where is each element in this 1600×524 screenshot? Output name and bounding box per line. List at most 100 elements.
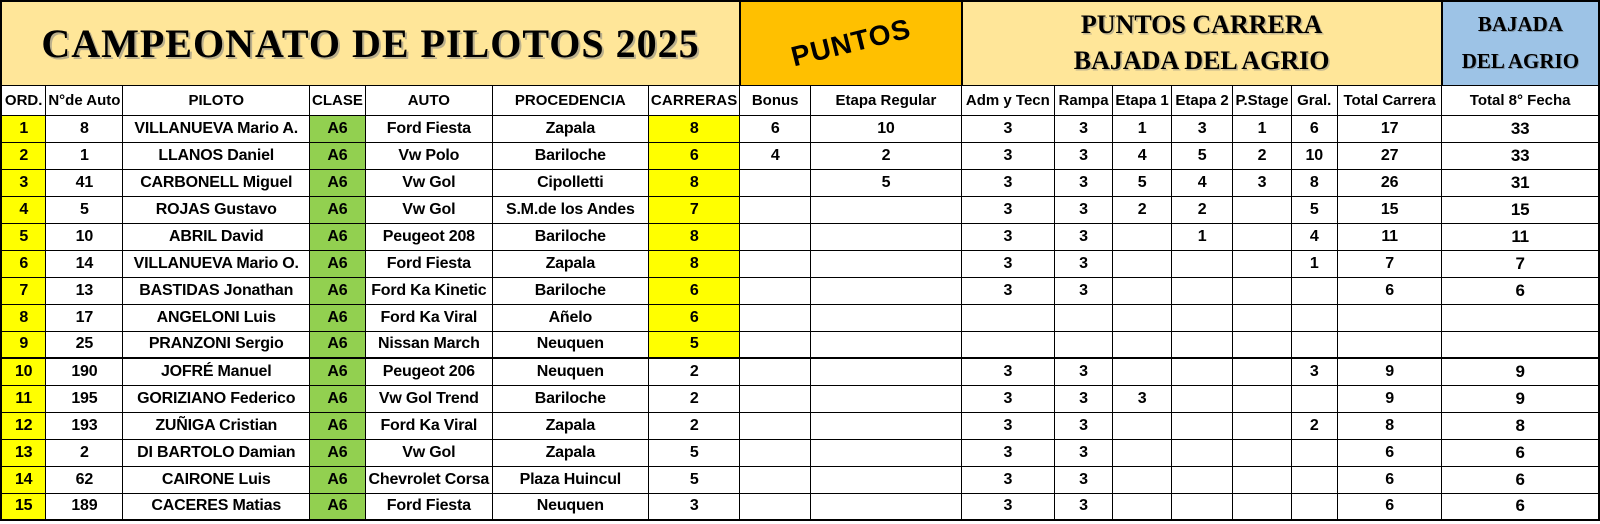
cell-ord: 13 <box>0 438 47 467</box>
cell-carreras: 8 <box>647 168 741 197</box>
cell-gral <box>1290 303 1338 332</box>
table-row: 8 17 ANGELONI Luis A6 Ford Ka Viral Añelo 6 <box>0 303 1600 332</box>
cell-p_stage <box>1232 195 1292 224</box>
cell-etapa1 <box>1112 438 1172 467</box>
cell-carreras: 2 <box>647 384 741 413</box>
cell-bonus <box>739 303 811 332</box>
table-row: 4 5 ROJAS Gustavo A6 Vw Gol S.M.de los Andes 7… <box>0 195 1600 224</box>
cell-rampa: 3 <box>1053 438 1114 467</box>
cell-procedencia: Bariloche <box>491 384 649 413</box>
cell-ord: 6 <box>0 249 47 278</box>
cell-etapa2 <box>1170 411 1234 440</box>
cell-etapa_regular: 10 <box>809 114 963 143</box>
cell-etapa2: 3 <box>1170 114 1234 143</box>
cell-auto: Ford Ka Viral <box>364 411 493 440</box>
cell-piloto: GORIZIANO Federico <box>122 384 311 413</box>
cell-clase: A6 <box>309 330 366 359</box>
table-row: 14 62 CAIRONE Luis A6 Chevrolet Corsa Plaza H… <box>0 465 1600 494</box>
cell-clase: A6 <box>309 303 366 332</box>
cell-bonus <box>739 249 811 278</box>
cell-total_fecha: 15 <box>1441 195 1600 224</box>
cell-etapa2 <box>1170 384 1234 413</box>
cell-adm_y_tecn: 3 <box>961 114 1055 143</box>
cell-piloto: ANGELONI Luis <box>122 303 311 332</box>
cell-etapa_regular <box>809 303 963 332</box>
cell-total_fecha: 6 <box>1441 492 1600 521</box>
cell-total_carrera: 9 <box>1336 384 1443 413</box>
cell-ord: 4 <box>0 195 47 224</box>
cell-etapa2 <box>1170 249 1234 278</box>
cell-gral <box>1290 276 1338 305</box>
cell-auto_num: 1 <box>45 141 124 170</box>
cell-procedencia: Zapala <box>491 411 649 440</box>
cell-carreras: 6 <box>647 303 741 332</box>
cell-carreras: 2 <box>647 411 741 440</box>
table-row: 6 14 VILLANUEVA Mario O. A6 Ford Fiesta Zapal… <box>0 249 1600 278</box>
cell-bonus <box>739 438 811 467</box>
cell-adm_y_tecn: 3 <box>961 276 1055 305</box>
cell-p_stage: 2 <box>1232 141 1292 170</box>
puntos-label: PUNTOS <box>787 12 914 73</box>
cell-gral <box>1290 438 1338 467</box>
cell-etapa_regular <box>809 330 963 359</box>
cell-clase: A6 <box>309 438 366 467</box>
puntos-section-header: PUNTOS <box>738 0 963 86</box>
cell-ord: 9 <box>0 330 47 359</box>
cell-total_carrera: 6 <box>1336 438 1443 467</box>
cell-rampa <box>1053 330 1114 359</box>
cell-clase: A6 <box>309 249 366 278</box>
cell-ord: 2 <box>0 141 47 170</box>
column-header-row: ORD. N°de Auto PILOTO CLASE AUTO PROCEDENCIA C… <box>0 84 1600 116</box>
cell-etapa_regular: 2 <box>809 141 963 170</box>
cell-etapa_regular <box>809 465 963 494</box>
cell-ord: 5 <box>0 222 47 251</box>
cell-ord: 8 <box>0 303 47 332</box>
cell-total_carrera <box>1336 303 1443 332</box>
cell-procedencia: Cipolletti <box>491 168 649 197</box>
cell-auto: Vw Gol <box>364 438 493 467</box>
cell-total_fecha <box>1441 330 1600 359</box>
cell-gral: 3 <box>1290 357 1338 386</box>
cell-piloto: VILLANUEVA Mario O. <box>122 249 311 278</box>
cell-total_fecha: 33 <box>1441 141 1600 170</box>
table-row: 5 10 ABRIL David A6 Peugeot 208 Bariloche 8 3 3 1… <box>0 222 1600 251</box>
cell-rampa: 3 <box>1053 357 1114 386</box>
cell-procedencia: Plaza Huincul <box>491 465 649 494</box>
table-row: 2 1 LLANOS Daniel A6 Vw Polo Bariloche 6 4 2 3 3 4 5… <box>0 141 1600 170</box>
cell-etapa1 <box>1112 357 1172 386</box>
cell-auto_num: 190 <box>45 357 124 386</box>
cell-adm_y_tecn: 3 <box>961 357 1055 386</box>
cell-total_fecha: 9 <box>1441 384 1600 413</box>
cell-piloto: JOFRÉ Manuel <box>122 357 311 386</box>
cell-piloto: CACERES Matias <box>122 492 311 521</box>
cell-etapa_regular <box>809 195 963 224</box>
cell-total_fecha: 6 <box>1441 465 1600 494</box>
cell-carreras: 5 <box>647 465 741 494</box>
cell-procedencia: Añelo <box>491 303 649 332</box>
cell-etapa1 <box>1112 222 1172 251</box>
cell-total_carrera: 27 <box>1336 141 1443 170</box>
cell-piloto: ROJAS Gustavo <box>122 195 311 224</box>
cell-auto_num: 193 <box>45 411 124 440</box>
cell-etapa1 <box>1112 276 1172 305</box>
cell-auto_num: 17 <box>45 303 124 332</box>
column-header-etapa2: Etapa 2 <box>1170 84 1234 116</box>
cell-etapa1: 5 <box>1112 168 1172 197</box>
cell-auto: Peugeot 208 <box>364 222 493 251</box>
cell-clase: A6 <box>309 168 366 197</box>
cell-piloto: DI BARTOLO Damian <box>122 438 311 467</box>
cell-etapa_regular <box>809 249 963 278</box>
cell-total_fecha: 7 <box>1441 249 1600 278</box>
cell-auto: Chevrolet Corsa <box>364 465 493 494</box>
cell-total_fecha: 6 <box>1441 276 1600 305</box>
cell-auto: Ford Ka Viral <box>364 303 493 332</box>
cell-etapa2 <box>1170 465 1234 494</box>
cell-auto_num: 5 <box>45 195 124 224</box>
cell-etapa2: 5 <box>1170 141 1234 170</box>
cell-p_stage <box>1232 492 1292 521</box>
cell-ord: 1 <box>0 114 47 143</box>
cell-adm_y_tecn: 3 <box>961 222 1055 251</box>
cell-piloto: VILLANUEVA Mario A. <box>122 114 311 143</box>
cell-gral: 10 <box>1290 141 1338 170</box>
cell-adm_y_tecn: 3 <box>961 195 1055 224</box>
